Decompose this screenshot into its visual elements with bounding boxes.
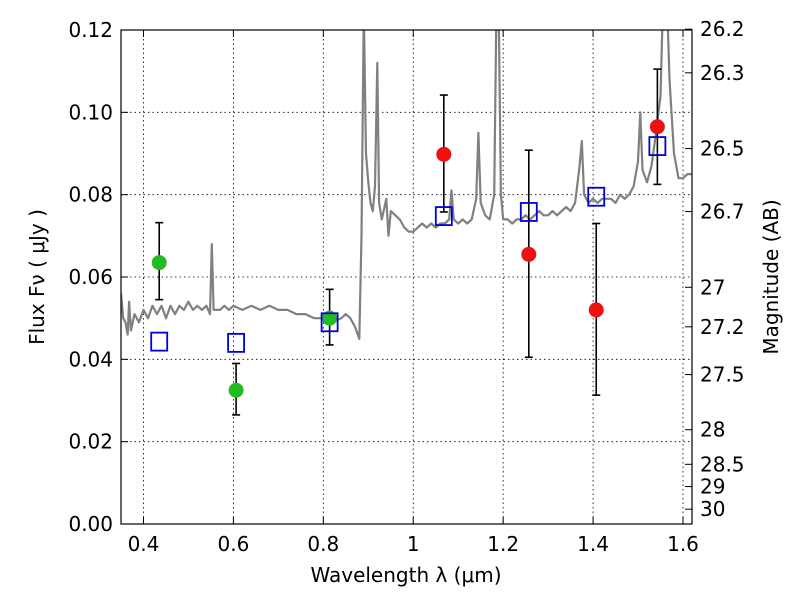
magnitude-tick-label: 26.3 [700, 61, 745, 85]
data-point [436, 146, 452, 162]
x-tick-label: 1 [407, 532, 420, 556]
y-tick-label: 0.10 [68, 100, 113, 124]
model-spectrum-line [121, 30, 692, 340]
x-tick-label: 1.6 [667, 532, 699, 556]
model-photometry-square [227, 332, 245, 353]
magnitude-tick-label: 30 [700, 497, 725, 521]
x-tick-label: 1.4 [577, 532, 609, 556]
data-point [588, 302, 604, 318]
magnitude-tick-label: 29 [700, 475, 725, 499]
magnitude-tick-label: 27.2 [700, 315, 745, 339]
axis-ticks: 0.4 0.6 0.8 1 1.2 1.4 1.6 0.00 0.02 0.04 0.06 0.08 0… [68, 17, 744, 556]
magnitude-tick-label: 26.2 [700, 17, 745, 41]
magnitude-tick-label: 27 [700, 275, 725, 299]
y-axis-label: Flux Fν ( μJy ) [25, 209, 49, 345]
data-point [322, 310, 338, 326]
grid-lines [121, 29, 692, 525]
data-point [649, 119, 665, 135]
data-point [521, 246, 537, 262]
y-tick-label: 0.02 [68, 430, 113, 454]
spectrum-layer [121, 30, 692, 340]
y-tick-label: 0.06 [68, 265, 113, 289]
magnitude-tick-label: 26.5 [700, 137, 745, 161]
model-photometry-square [434, 206, 453, 226]
x-tick-label: 0.6 [217, 532, 249, 556]
model-photometry-square [648, 136, 667, 156]
magnitude-tick-label: 28 [700, 418, 725, 442]
x-axis-label: Wavelength λ (μm) [310, 563, 501, 587]
model-photometry-square [519, 202, 538, 222]
x-tick-label: 1.2 [487, 532, 519, 556]
magnitude-tick-label: 26.7 [700, 200, 745, 224]
model-photometry-square [320, 312, 339, 333]
model-photometry-square [587, 186, 606, 207]
x-tick-label: 0.8 [307, 532, 339, 556]
x-tick-label: 0.4 [128, 532, 160, 556]
model-photometry-square [150, 331, 169, 352]
magnitude-tick-label: 28.5 [700, 452, 745, 476]
data-point [151, 255, 167, 271]
y-tick-label: 0.04 [68, 347, 113, 371]
y-tick-label: 0.00 [68, 512, 113, 536]
data-point [228, 382, 244, 398]
y-tick-label: 0.12 [68, 18, 113, 42]
magnitude-axis-label: Magnitude (AB) [759, 199, 783, 354]
error-bars [155, 68, 662, 416]
data-markers [150, 119, 667, 398]
y-tick-label: 0.08 [68, 183, 113, 207]
magnitude-tick-label: 27.5 [700, 363, 745, 387]
